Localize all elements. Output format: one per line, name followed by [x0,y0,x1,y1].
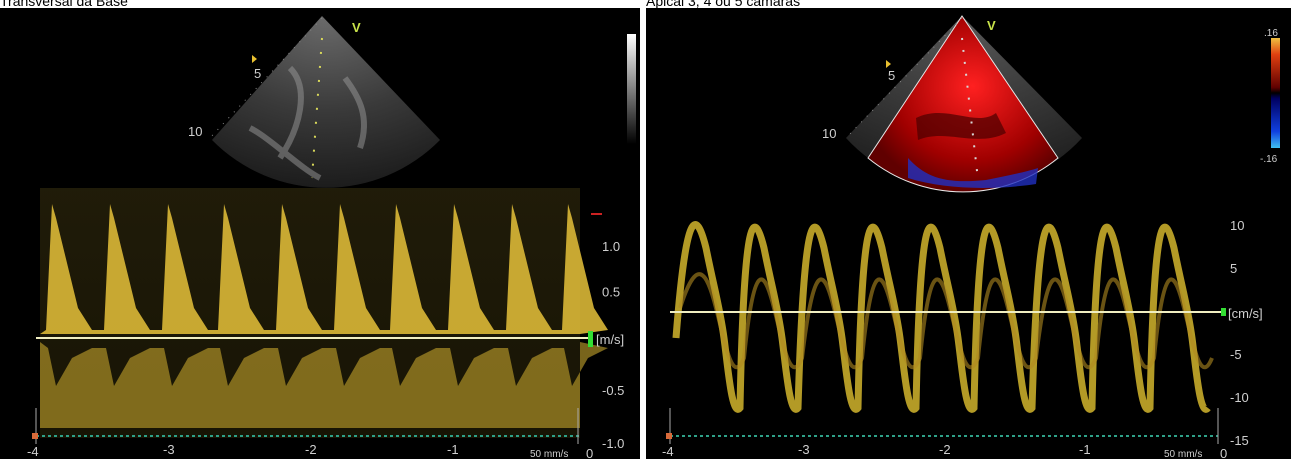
left-sector-marker: V [352,20,361,35]
left-time-cursor[interactable] [32,433,38,439]
right-time-tick-label: -2 [939,442,951,457]
right-doppler-panel: V 5 10 .16 -.16 [cm/s] 10 5 -5 -10 -15 -… [646,8,1291,459]
right-color-flow-dark [916,113,1006,140]
left-panel-canvas: V 5 10 [m/s] 1.0 0.5 -0.5 -1.0 -4 -3 -2 … [27,16,636,459]
right-velocity-tick-label: -15 [1230,433,1249,448]
right-spectrum-trace-secondary [678,272,1214,370]
left-spectrum-upper-trace [40,204,608,334]
left-focus-marker [252,55,257,63]
right-depth-label-5: 5 [888,68,895,83]
right-time-cursor[interactable] [666,433,672,439]
left-velocity-tick-label: -1.0 [602,436,624,451]
left-velocity-tick-label: 1.0 [602,239,620,254]
right-color-flow-box [867,15,1059,193]
right-velocity-tick-label: 5 [1230,261,1237,276]
right-baseline-marker[interactable] [1221,308,1226,316]
left-cursor-line [311,37,323,179]
right-time-tick-label: -4 [662,444,674,459]
left-time-tick-label: -4 [27,444,39,459]
right-sweep-speed: 50 mm/s [1164,449,1202,459]
right-time-tick-label: 0 [1220,446,1227,459]
right-velocity-tick-label: -10 [1230,390,1249,405]
left-velocity-tick-label: 0.5 [602,285,620,300]
right-depth-label-10: 10 [822,126,836,141]
left-velocity-tick-label: -0.5 [602,383,624,398]
left-spectrum-lower-trace [40,342,608,428]
left-time-tick-label: 0 [586,446,593,459]
right-time-tick-label: -3 [798,442,810,457]
left-doppler-panel: V 5 10 [m/s] 1.0 0.5 -0.5 -1.0 -4 -3 -2 … [0,8,640,459]
left-depth-label-10: 10 [188,124,202,139]
left-gray-scale-bar [627,34,636,144]
left-depth-label-5: 5 [254,66,261,81]
right-color-scale-top: .16 [1264,28,1278,39]
right-scale-unit: [cm/s] [1228,306,1263,321]
left-caption: Transversal da Base [0,0,128,9]
left-baseline-marker[interactable] [588,331,593,347]
left-time-tick-label: -1 [447,442,459,457]
right-caption: Apical 3, 4 ou 5 câmaras [646,0,801,9]
right-velocity-axis: 10 5 -5 -10 -15 [1230,218,1249,448]
right-velocity-tick-label: 10 [1230,218,1244,233]
left-bmode-sector [212,16,440,188]
right-velocity-tick-label: -5 [1230,347,1242,362]
right-focus-marker [886,60,891,68]
right-panel-canvas: V 5 10 .16 -.16 [cm/s] 10 5 -5 -10 -15 -… [662,15,1280,459]
right-time-tick-label: -1 [1079,442,1091,457]
right-color-flow-blue [908,158,1038,188]
right-color-scale-bottom: -.16 [1260,154,1278,165]
left-velocity-axis: 1.0 0.5 -0.5 -1.0 [602,239,624,451]
left-time-tick-label: -3 [163,442,175,457]
left-time-tick-label: -2 [305,442,317,457]
right-color-scale-bar [1271,38,1280,148]
left-scale-unit: [m/s] [596,332,624,347]
right-sector-marker: V [987,18,996,33]
left-bmode-speckle [248,65,367,181]
left-sweep-speed: 50 mm/s [530,449,568,459]
right-spectrum-trace [672,221,1211,413]
